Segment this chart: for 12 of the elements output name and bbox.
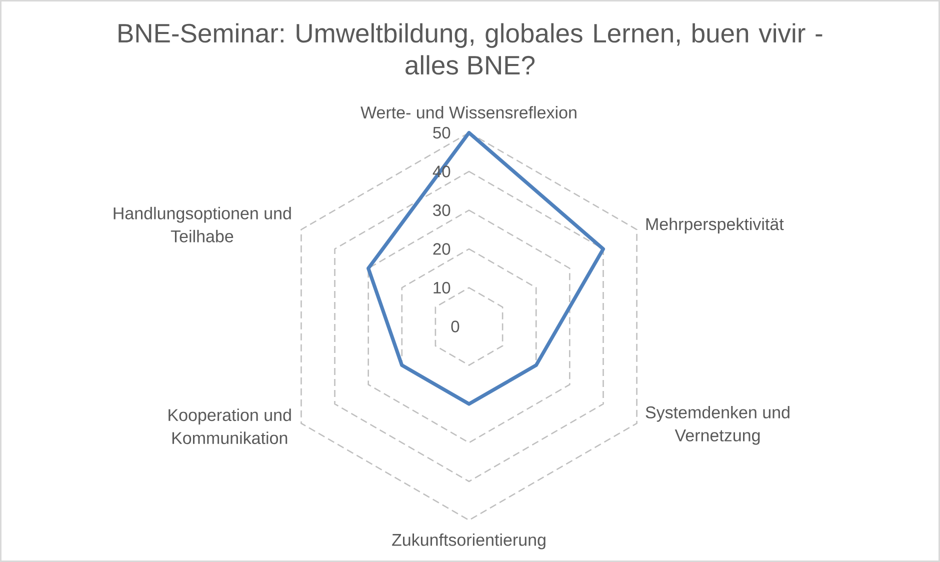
y-tick-label: 10 [434,282,450,294]
spoke-label: Zukunftsorientierung [392,533,546,550]
spoke-label: Systemdenken und Vernetzung [646,406,790,445]
spoke-label: Handlungsoptionen und Teilhabe [114,206,291,242]
y-tick-label: 0 [451,320,460,332]
y-tick-label: 30 [433,204,450,216]
y-tick-label: 20 [433,243,450,255]
y-tick-label: 50 [433,126,450,139]
spoke-label: Kooperation und Kommunikation [168,408,291,444]
spoke-label: Mehrperspektivität [646,218,784,234]
chart-title: BNE-Seminar: Umweltbildung, globales Lernen, buen vivir - alles BNE? [118,23,822,75]
spoke-label: Werte- und Wissensreflexion [360,106,576,119]
